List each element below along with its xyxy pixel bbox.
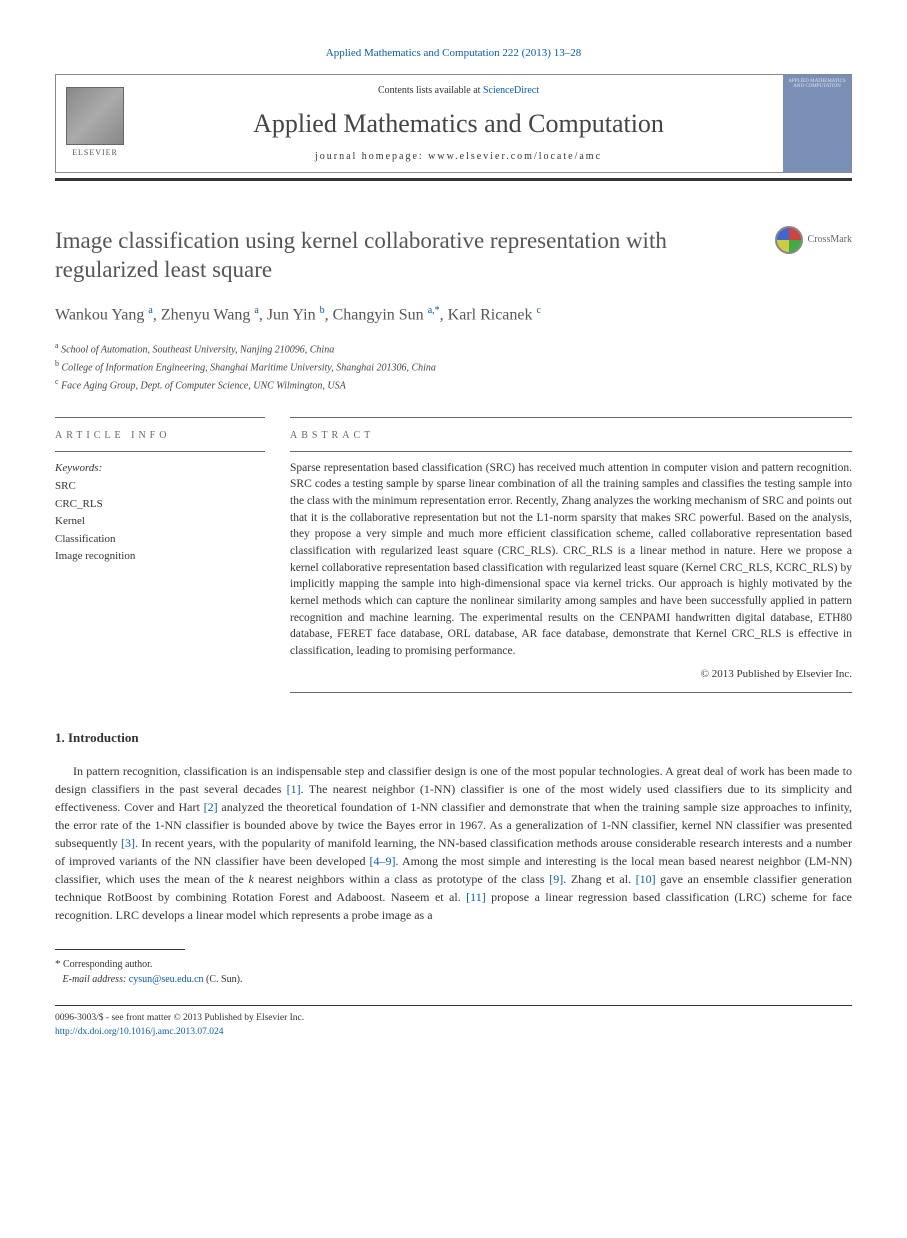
journal-homepage[interactable]: journal homepage: www.elsevier.com/locat… — [144, 149, 773, 164]
article-info-column: ARTICLE INFO Keywords: SRCCRC_RLSKernelC… — [55, 417, 290, 694]
contents-prefix: Contents lists available at — [378, 85, 483, 96]
email-address-label: E-mail address: — [63, 974, 127, 985]
corresponding-email-name: (C. Sun). — [206, 974, 242, 985]
abstract-column: ABSTRACT Sparse representation based cla… — [290, 417, 852, 694]
journal-header-box: ELSEVIER Contents lists available at Sci… — [55, 74, 852, 173]
authors-line: Wankou Yang a, Zhenyu Wang a, Jun Yin b,… — [55, 303, 852, 327]
keyword-item: SRC — [55, 478, 265, 496]
sciencedirect-link[interactable]: ScienceDirect — [483, 85, 539, 96]
citation-link[interactable]: [4–9] — [370, 854, 396, 868]
section-1-paragraph: In pattern recognition, classification i… — [55, 762, 852, 924]
citation-link[interactable]: [10] — [636, 872, 656, 886]
header-center: Contents lists available at ScienceDirec… — [134, 75, 783, 172]
keyword-item: Kernel — [55, 513, 265, 531]
section-1-heading: 1. Introduction — [55, 728, 852, 748]
issn-copyright-line: 0096-3003/$ - see front matter © 2013 Pu… — [55, 1011, 852, 1025]
keyword-item: Image recognition — [55, 548, 265, 566]
citation-link[interactable]: [1] — [287, 782, 301, 796]
article-title: Image classification using kernel collab… — [55, 226, 775, 286]
journal-cover-thumbnail: APPLIED MATHEMATICS AND COMPUTATION — [783, 75, 851, 172]
abstract-mid-rule — [290, 451, 852, 452]
citation-link[interactable]: [2] — [204, 800, 218, 814]
keyword-item: CRC_RLS — [55, 496, 265, 514]
corresponding-email-link[interactable]: cysun@seu.edu.cn — [129, 974, 204, 985]
journal-name: Applied Mathematics and Computation — [144, 104, 773, 143]
elsevier-logo-cell: ELSEVIER — [56, 75, 134, 172]
abstract-text: Sparse representation based classificati… — [290, 460, 852, 660]
abstract-copyright: © 2013 Published by Elsevier Inc. — [290, 666, 852, 683]
footnote-rule — [55, 949, 185, 950]
citation-link[interactable]: [11] — [466, 890, 486, 904]
elsevier-tree-icon — [66, 87, 124, 145]
keywords-label: Keywords: — [55, 460, 265, 477]
title-row: Image classification using kernel collab… — [55, 226, 852, 286]
journal-reference-link[interactable]: Applied Mathematics and Computation 222 … — [55, 45, 852, 62]
page: Applied Mathematics and Computation 222 … — [0, 0, 907, 1080]
info-mid-rule — [55, 451, 265, 452]
elsevier-label: ELSEVIER — [72, 147, 118, 159]
crossmark-icon — [775, 226, 803, 254]
journal-cover-title: APPLIED MATHEMATICS AND COMPUTATION — [787, 79, 847, 90]
header-underline — [55, 178, 852, 181]
contents-available-line: Contents lists available at ScienceDirec… — [144, 83, 773, 98]
citation-link[interactable]: [3] — [121, 836, 135, 850]
corresponding-author-label: Corresponding author. — [63, 959, 152, 970]
keywords-list: SRCCRC_RLSKernelClassificationImage reco… — [55, 478, 265, 566]
abstract-label: ABSTRACT — [290, 418, 852, 451]
doi-link[interactable]: http://dx.doi.org/10.1016/j.amc.2013.07.… — [55, 1025, 852, 1039]
article-info-label: ARTICLE INFO — [55, 418, 265, 451]
footnote-star-icon: * — [55, 958, 61, 970]
crossmark-badge[interactable]: CrossMark — [775, 226, 852, 254]
affiliations: a School of Automation, Southeast Univer… — [55, 340, 852, 395]
abstract-bottom-rule — [290, 692, 852, 693]
citation-link[interactable]: [9] — [549, 872, 563, 886]
keyword-item: Classification — [55, 531, 265, 549]
bottom-metadata: 0096-3003/$ - see front matter © 2013 Pu… — [55, 1005, 852, 1040]
crossmark-label: CrossMark — [808, 232, 852, 247]
info-abstract-row: ARTICLE INFO Keywords: SRCCRC_RLSKernelC… — [55, 417, 852, 694]
corresponding-author-footnote: * Corresponding author. E-mail address: … — [55, 956, 852, 988]
